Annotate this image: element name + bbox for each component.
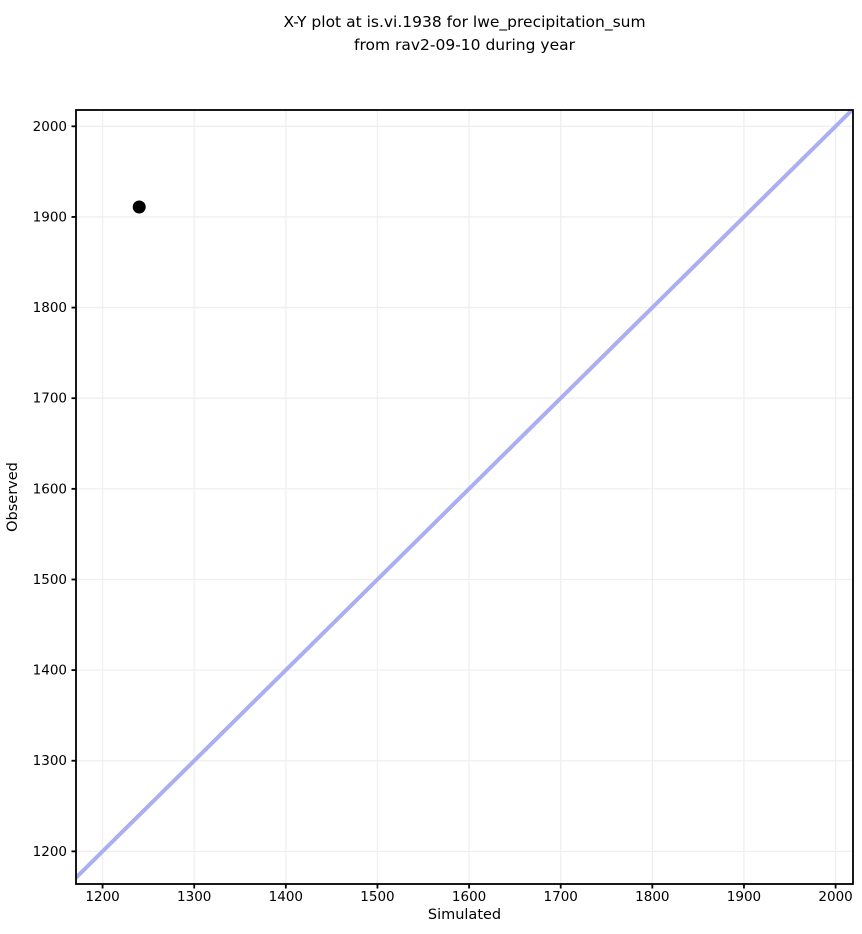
y-tick-label: 1800 [33,300,67,316]
y-tick-label: 1500 [33,572,67,588]
y-tick-label: 1200 [33,844,67,860]
identity-line [76,110,853,881]
x-tick-label: 1500 [360,889,394,905]
x-tick-label: 2000 [818,889,852,905]
x-tick-label: 1800 [635,889,669,905]
tick-layer: 1200 1300 1400 1500 1600 1700 1800 1900 2000 1200… [33,119,853,905]
x-tick-label: 1400 [269,889,303,905]
x-tick-label: 1300 [177,889,211,905]
y-tick-label: 1900 [33,209,67,225]
y-tick-label: 1400 [33,663,67,679]
y-tick-label: 1300 [33,753,67,769]
plot-border [75,109,854,885]
data-point-layer [132,200,146,214]
y-tick-label: 2000 [33,119,67,135]
chart-title-line2: from rav2-09-10 during year [354,36,576,54]
x-tick-label: 1700 [544,889,578,905]
x-tick-label: 1600 [452,889,486,905]
y-tick-label: 1600 [33,481,67,497]
y-tick-label: 1700 [33,391,67,407]
data-point [132,200,146,214]
axes-spines [75,109,854,885]
x-axis-label: Simulated [428,907,501,923]
reference-line-layer [76,110,853,881]
x-tick-label: 1900 [727,889,761,905]
x-tick-label: 1200 [85,889,119,905]
grid-layer [76,110,853,884]
chart-title-line1: X-Y plot at is.vi.1938 for lwe_precipita… [283,13,645,32]
y-axis-label: Observed [5,462,21,532]
